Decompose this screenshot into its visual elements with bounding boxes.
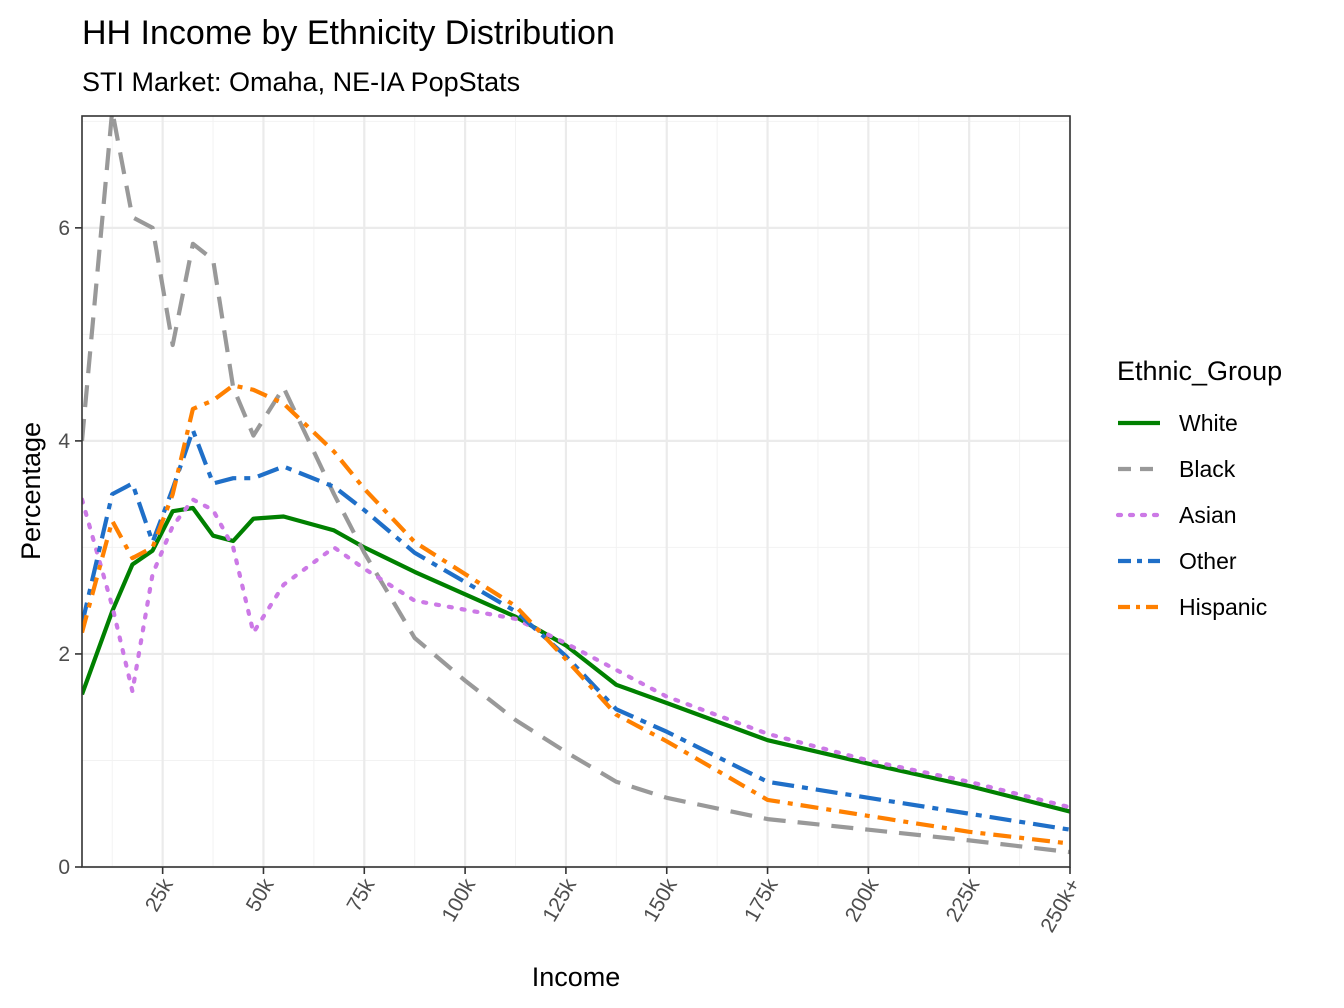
series-line-other bbox=[82, 428, 1070, 832]
y-tick-label: 0 bbox=[58, 856, 70, 879]
x-tick-label: 200k bbox=[841, 874, 884, 925]
grid bbox=[82, 116, 1072, 869]
x-tick-label: 100k bbox=[438, 874, 481, 925]
legend-title: Ethnic_Group bbox=[1117, 356, 1282, 386]
x-axis-title: Income bbox=[532, 962, 621, 992]
plot-panel-border bbox=[81, 115, 1071, 868]
chart-title: HH Income by Ethnicity Distribution bbox=[82, 14, 615, 52]
x-tick-label: 150k bbox=[639, 874, 682, 925]
y-tick-label: 6 bbox=[58, 217, 70, 240]
x-tick-label: 125k bbox=[538, 874, 581, 925]
legend-label-asian: Asian bbox=[1179, 502, 1237, 528]
x-tick-label: 50k bbox=[242, 874, 279, 915]
x-tick-label: 75k bbox=[343, 874, 380, 915]
series-line-hispanic bbox=[82, 383, 1070, 846]
legend-label-white: White bbox=[1179, 410, 1238, 436]
axes: 25k 50k 75k 100k 125k 150k 175k 200k 225k 250k+ 0 2… bbox=[58, 217, 1085, 936]
series-lines bbox=[82, 116, 1070, 855]
legend-label-black: Black bbox=[1179, 456, 1236, 482]
legend-label-hispanic: Hispanic bbox=[1179, 594, 1267, 620]
series-line-black bbox=[82, 116, 1070, 855]
x-tick-label: 25k bbox=[141, 874, 178, 915]
legend: Ethnic_Group White Black Asian Other Hispani… bbox=[1115, 356, 1282, 620]
y-axis-title: Percentage bbox=[16, 422, 46, 560]
x-tick-label: 250k+ bbox=[1036, 875, 1085, 937]
chart-subtitle: STI Market: Omaha, NE-IA PopStats bbox=[82, 67, 520, 97]
legend-label-other: Other bbox=[1179, 548, 1237, 574]
x-tick-label: 175k bbox=[740, 874, 783, 925]
y-tick-label: 2 bbox=[58, 643, 70, 666]
series-line-asian bbox=[82, 497, 1070, 810]
series-line-white bbox=[82, 505, 1070, 814]
x-tick-label: 225k bbox=[942, 874, 985, 925]
y-tick-label: 4 bbox=[58, 430, 70, 453]
